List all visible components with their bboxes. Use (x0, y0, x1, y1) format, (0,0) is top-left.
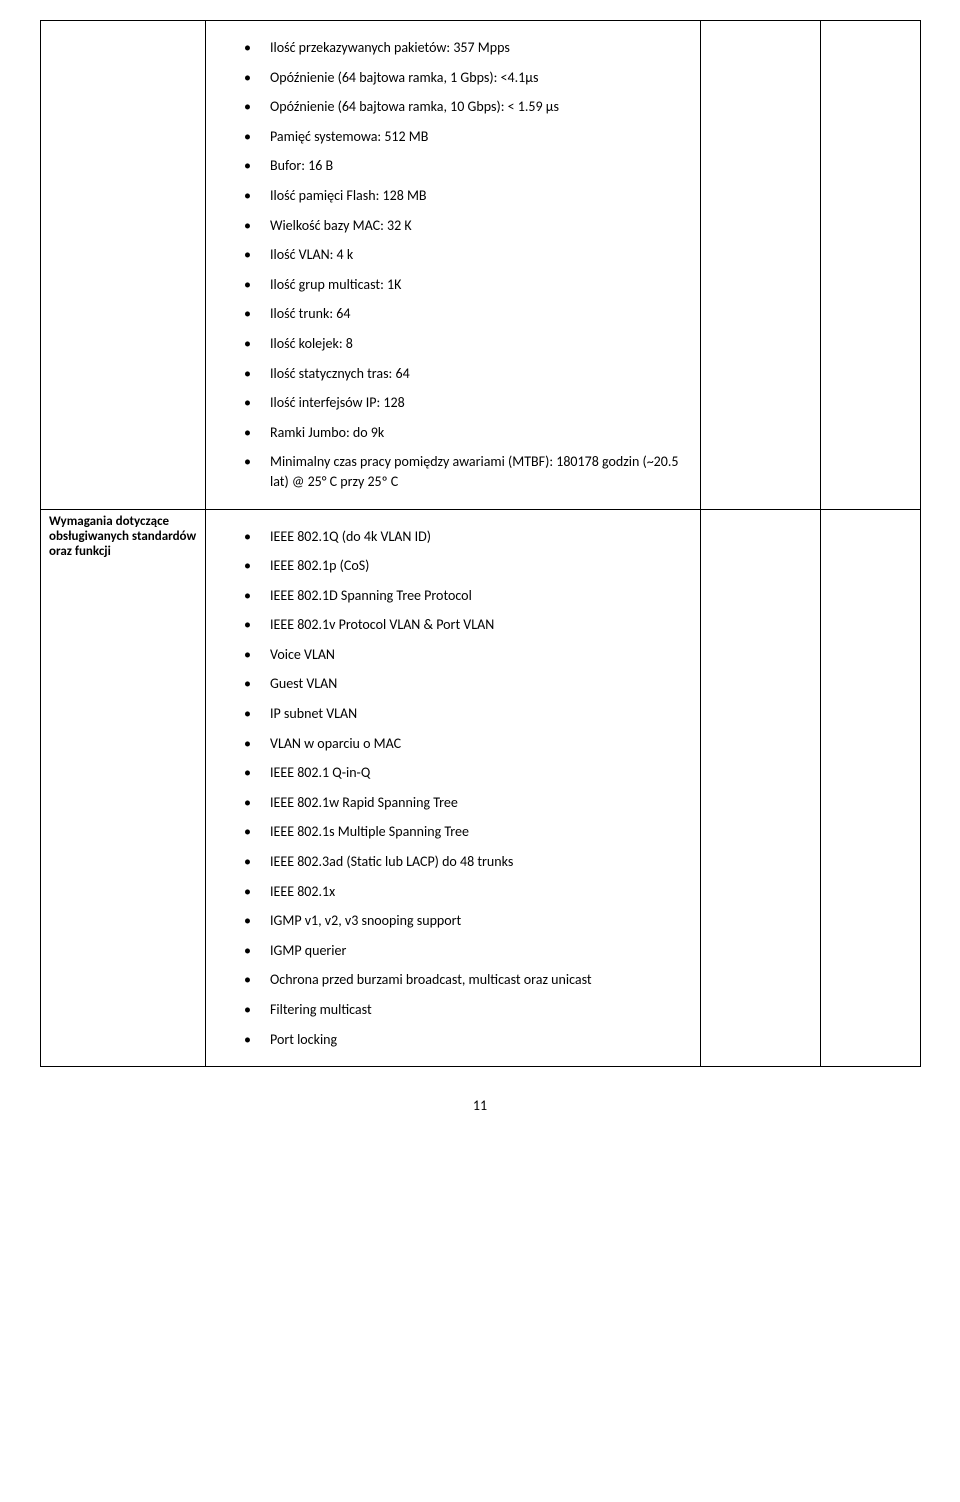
list-item: Ochrona przed burzami broadcast, multica… (244, 965, 692, 995)
list-item: Ilość statycznych tras: 64 (244, 359, 692, 389)
list-item: IEEE 802.1w Rapid Spanning Tree (244, 788, 692, 818)
row-extra-cell-1 (701, 509, 821, 1067)
list-item: Ilość grup multicast: 1K (244, 270, 692, 300)
list-item: Ilość interfejsów IP: 128 (244, 388, 692, 418)
list-item: Ilość przekazywanych pakietów: 357 Mpps (244, 33, 692, 63)
list-item: IEEE 802.1x (244, 877, 692, 907)
list-item: IEEE 802.1s Multiple Spanning Tree (244, 817, 692, 847)
list-item: Pamięć systemowa: 512 MB (244, 122, 692, 152)
bullet-list-2: IEEE 802.1Q (do 4k VLAN ID)IEEE 802.1p (… (214, 514, 692, 1063)
bullet-list-1: Ilość przekazywanych pakietów: 357 MppsO… (214, 25, 692, 505)
list-item: IEEE 802.1p (CoS) (244, 551, 692, 581)
table-row: Wymagania dotyczące obsługiwanych standa… (41, 509, 921, 1067)
list-item: IGMP querier (244, 936, 692, 966)
list-item: Ilość VLAN: 4 k (244, 240, 692, 270)
list-item: Ilość trunk: 64 (244, 299, 692, 329)
row-extra-cell-2 (821, 509, 921, 1067)
row-extra-cell-1 (701, 21, 821, 510)
list-item: IGMP v1, v2, v3 snooping support (244, 906, 692, 936)
page-number: 11 (40, 1097, 920, 1114)
list-item: Filtering multicast (244, 995, 692, 1025)
row-extra-cell-2 (821, 21, 921, 510)
list-item: Opóźnienie (64 bajtowa ramka, 10 Gbps): … (244, 92, 692, 122)
list-item: Voice VLAN (244, 640, 692, 670)
table-row: Ilość przekazywanych pakietów: 357 MppsO… (41, 21, 921, 510)
list-item: Port locking (244, 1025, 692, 1055)
list-item: Opóźnienie (64 bajtowa ramka, 1 Gbps): <… (244, 63, 692, 93)
row-content-cell: IEEE 802.1Q (do 4k VLAN ID)IEEE 802.1p (… (206, 509, 701, 1067)
list-item: IEEE 802.1v Protocol VLAN & Port VLAN (244, 610, 692, 640)
row-label-cell: Wymagania dotyczące obsługiwanych standa… (41, 509, 206, 1067)
row-label: Wymagania dotyczące obsługiwanych standa… (49, 514, 196, 559)
list-item: Ilość pamięci Flash: 128 MB (244, 181, 692, 211)
row-content-cell: Ilość przekazywanych pakietów: 357 MppsO… (206, 21, 701, 510)
list-item: IEEE 802.1 Q-in-Q (244, 758, 692, 788)
row-label-cell (41, 21, 206, 510)
list-item: VLAN w oparciu o MAC (244, 729, 692, 759)
list-item: Bufor: 16 B (244, 151, 692, 181)
list-item: IP subnet VLAN (244, 699, 692, 729)
list-item: Minimalny czas pracy pomiędzy awariami (… (244, 447, 692, 496)
list-item: Ramki Jumbo: do 9k (244, 418, 692, 448)
list-item: IEEE 802.1D Spanning Tree Protocol (244, 581, 692, 611)
list-item: IEEE 802.3ad (Static lub LACP) do 48 tru… (244, 847, 692, 877)
list-item: Wielkość bazy MAC: 32 K (244, 211, 692, 241)
spec-table: Ilość przekazywanych pakietów: 357 MppsO… (40, 20, 921, 1067)
list-item: IEEE 802.1Q (do 4k VLAN ID) (244, 522, 692, 552)
list-item: Guest VLAN (244, 669, 692, 699)
list-item: Ilość kolejek: 8 (244, 329, 692, 359)
